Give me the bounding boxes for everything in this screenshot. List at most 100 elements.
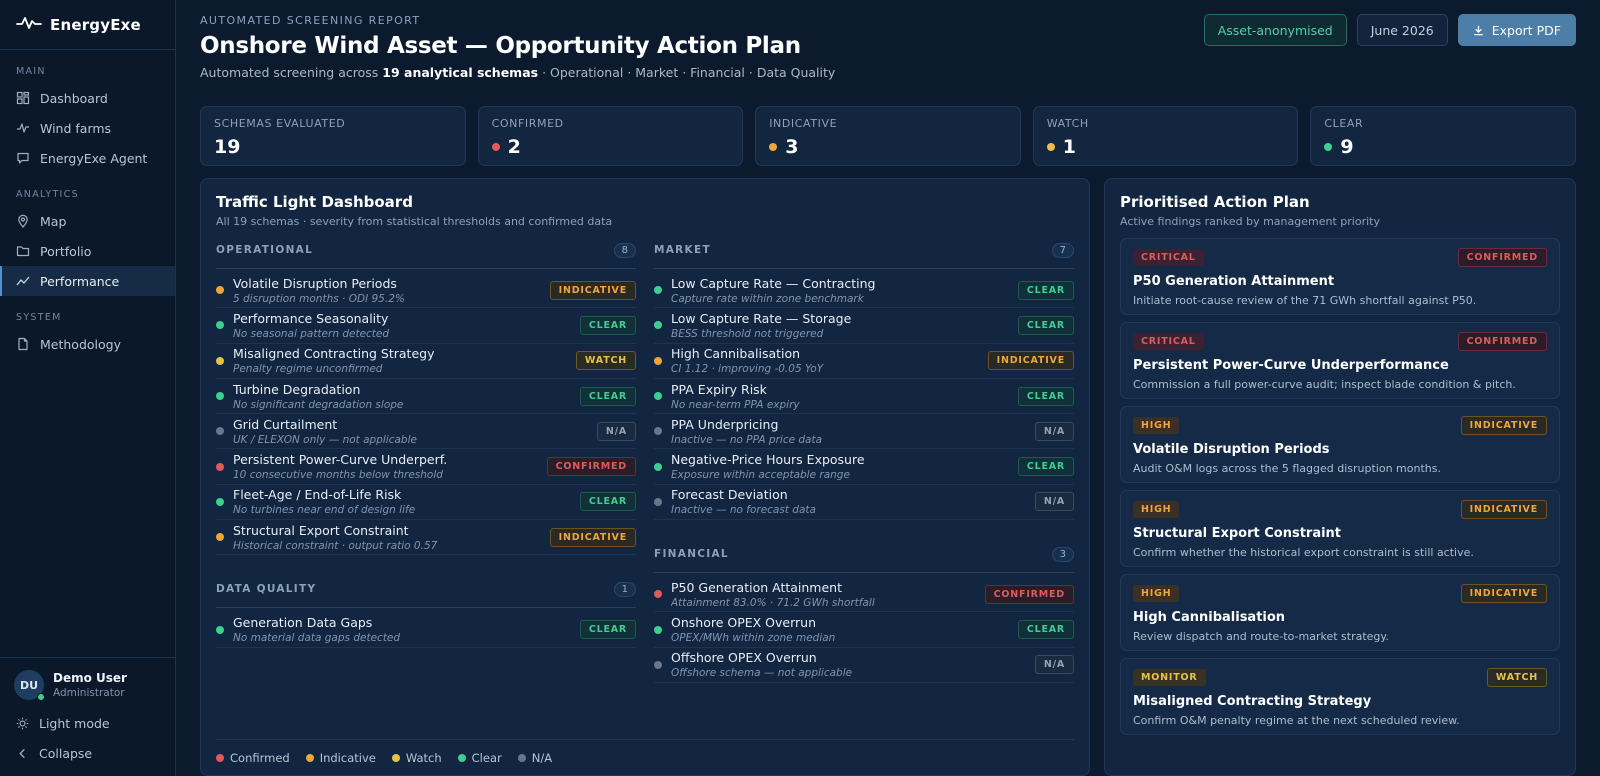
collapse-button[interactable]: Collapse [0,738,175,768]
light-mode-toggle[interactable]: Light mode [0,708,175,738]
action-card[interactable]: CRITICAL CONFIRMED P50 Generation Attainme… [1120,238,1560,315]
schema-row[interactable]: Low Capture Rate — Contracting Capture ra… [654,273,1074,309]
sidebar-item-portfolio[interactable]: Portfolio [0,236,175,266]
action-card[interactable]: HIGH INDICATIVE High Cannibalisation Review… [1120,574,1560,651]
legend-dot [305,753,314,762]
legend-label: Indicative [319,750,376,765]
action-plan-subtitle: Active findings ranked by management pri… [1120,215,1380,228]
pulse-logo-icon [16,15,42,34]
schema-row[interactable]: Performance Seasonality No seasonal patte… [216,308,636,344]
schema-description: BESS threshold not triggered [671,327,824,340]
schema-description: No material data gaps detected [233,632,401,645]
sidebar-item-wind-farms[interactable]: Wind farms [0,113,175,143]
pin-icon [18,214,28,228]
schema-row[interactable]: Offshore OPEX Overrun Offshore schema — n… [654,648,1074,683]
schema-row[interactable]: P50 Generation Attainment Attainment 83.0… [654,577,1074,613]
action-card[interactable]: HIGH INDICATIVE Structural Export Constrai… [1120,490,1560,567]
dashboard-right-column: MARKET 7 Low Capture Rate — Contracting Cap… [654,238,1074,683]
stat-value-row: 2 [491,136,730,158]
sidebar-item-map[interactable]: Map [0,206,175,236]
schema-title: Forecast Deviation [671,487,788,503]
action-card[interactable]: MONITOR WATCH Misaligned Contracting Strat… [1120,658,1560,735]
user-profile[interactable]: DU Demo User Administrator [0,657,175,708]
status-dot [654,321,662,330]
schema-description: Attainment 83.0% · 71.2 GWh shortfall [671,596,875,609]
action-title: P50 Generation Attainment [1133,274,1335,289]
schema-row[interactable]: Structural Export Constraint Historical c… [216,520,636,556]
schema-row[interactable]: Negative-Price Hours Exposure Exposure wi… [654,449,1074,485]
schema-row[interactable]: Grid Curtailment UK / ELEXON only — not a… [216,414,636,450]
schema-description: Capture rate within zone benchmark [671,292,864,305]
priority-badge: HIGH [1133,417,1180,434]
schema-title: Misaligned Contracting Strategy [233,346,435,362]
stat-value: 2 [507,136,521,158]
schema-title: Generation Data Gaps [233,615,373,631]
schema-row[interactable]: High Cannibalisation CI 1.12 · improving … [654,344,1074,379]
status-badge: N/A [1034,492,1074,512]
download-icon [1473,25,1483,35]
legend-item-confirmed: Confirmed [216,751,290,765]
schema-row[interactable]: Persistent Power-Curve Underperf. 10 cons… [216,449,636,485]
schema-title: High Cannibalisation [671,346,801,362]
status-badge: CLEAR [1017,620,1074,640]
schema-description: No turbines near end of design life [233,504,416,517]
export-pdf-button[interactable]: Export PDF [1457,14,1576,46]
summary-stats: SCHEMAS EVALUATED 19 CONFIRMED 2 INDICATIVE 3… [200,106,1576,166]
user-name: Demo User [53,671,127,685]
schema-row[interactable]: Forecast Deviation Inactive — no forecast… [654,485,1074,521]
schema-title: Performance Seasonality [233,310,389,326]
schema-title: Persistent Power-Curve Underperf. [233,452,448,468]
legend-label: N/A [531,750,553,765]
schema-row[interactable]: Low Capture Rate — Storage BESS threshold… [654,308,1074,344]
schema-row[interactable]: Onshore OPEX Overrun OPEX/MWh within zone… [654,612,1074,648]
report-date-selector[interactable]: June 2026 [1356,14,1448,46]
schema-row[interactable]: Misaligned Contracting Strategy Penalty r… [216,344,636,379]
legend-item-indicative: Indicative [305,750,376,765]
collapse-label: Collapse [39,745,93,761]
group-count-badge: 3 [1051,546,1074,562]
stat-card-confirmed: CONFIRMED 2 [477,106,744,166]
sidebar-item-agent[interactable]: EnergyExe Agent [0,143,175,173]
group-name: OPERATIONAL [216,244,314,256]
status-dot [654,462,662,471]
status-dot [216,427,224,436]
schema-row[interactable]: Fleet-Age / End-of-Life Risk No turbines … [216,485,636,521]
status-dot [216,356,224,365]
status-legend: Confirmed Indicative Watch Clear N/A [216,739,1074,775]
schema-description: No significant degradation slope [233,398,404,411]
status-badge: N/A [1034,655,1074,675]
schema-row[interactable]: Volatile Disruption Periods 5 disruption … [216,273,636,309]
prioritised-action-plan: Prioritised Action Plan Active findings … [1104,178,1576,776]
brand[interactable]: EnergyExe [0,0,175,50]
sidebar-item-methodology[interactable]: Methodology [0,329,175,359]
folder-icon [16,246,30,257]
status-badge: CLEAR [579,315,636,335]
sidebar-item-dashboard[interactable]: Dashboard [0,83,175,113]
schema-title: Grid Curtailment [233,416,338,432]
status-dot [654,392,662,401]
schema-row[interactable]: PPA Underpricing Inactive — no PPA price … [654,414,1074,450]
stat-label: SCHEMAS EVALUATED [214,117,346,130]
schema-description: CI 1.12 · improving -0.05 YoY [671,363,824,376]
status-badge: CONFIRMED [1457,248,1547,267]
action-card[interactable]: HIGH INDICATIVE Volatile Disruption Period… [1120,406,1560,483]
status-dot [769,143,778,151]
group-count-badge: 1 [613,581,636,597]
action-title: Structural Export Constraint [1133,526,1342,541]
schema-title: Low Capture Rate — Contracting [671,275,876,291]
status-dot [654,427,662,436]
legend-label: Watch [405,750,442,765]
schema-row[interactable]: PPA Expiry Risk No near-term PPA expiry CL… [654,379,1074,415]
sidebar-item-performance[interactable]: Performance [0,266,175,296]
schema-row[interactable]: Generation Data Gaps No material data gap… [216,612,636,648]
action-description: Confirm O&M penalty regime at the next s… [1133,714,1460,727]
action-card[interactable]: CRITICAL CONFIRMED Persistent Power-Curve … [1120,322,1560,399]
schema-row[interactable]: Turbine Degradation No significant degrad… [216,379,636,415]
action-description: Audit O&M logs across the 5 flagged disr… [1133,462,1441,475]
status-badge: INDICATIVE [549,280,636,300]
priority-badge: CRITICAL [1133,249,1204,266]
brand-name: EnergyExe [50,15,141,34]
schema-group-financial: FINANCIAL 3 P50 Generation Attainment Attai… [654,542,1074,683]
grid-icon [16,91,30,105]
status-dot [654,590,662,599]
